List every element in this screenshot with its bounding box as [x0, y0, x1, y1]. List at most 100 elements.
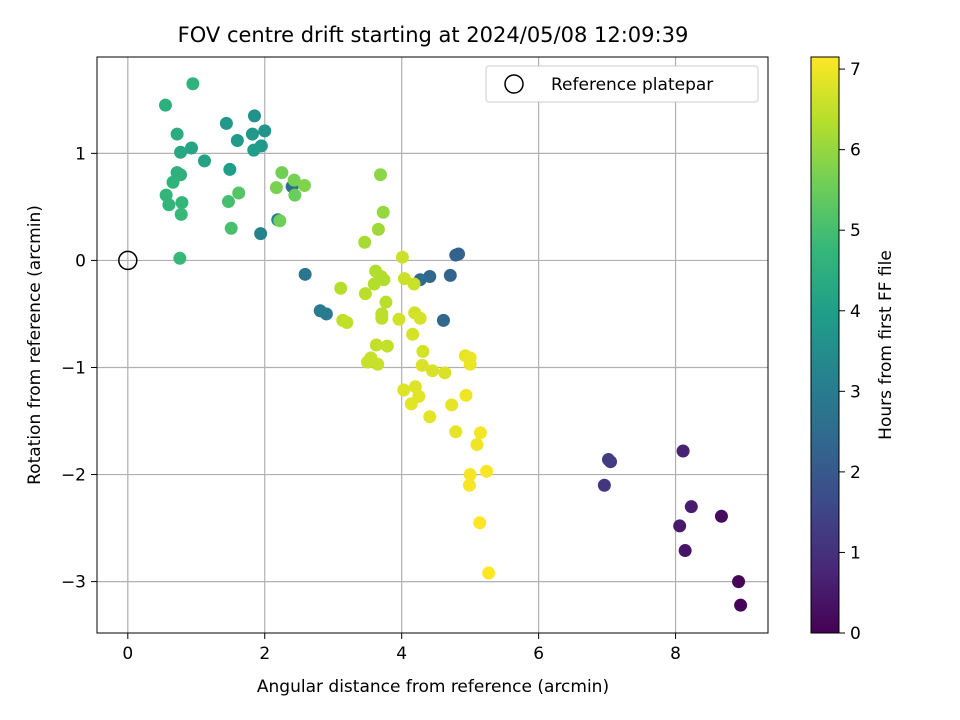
data-point [415, 358, 429, 372]
data-point [358, 235, 372, 249]
colorbar-tick-label: 2 [850, 463, 861, 483]
data-point [247, 109, 261, 123]
data-point [463, 351, 477, 365]
data-point [376, 205, 390, 219]
data-point [174, 145, 188, 159]
data-point [298, 267, 312, 281]
data-point [223, 162, 237, 176]
x-axis-label: Angular distance from reference (arcmin) [257, 677, 609, 697]
x-tick-label: 8 [670, 644, 681, 664]
data-point [371, 357, 385, 371]
data-point [462, 478, 476, 492]
colorbar-tick-label: 1 [850, 543, 861, 563]
data-point [463, 468, 477, 482]
y-axis-ticks: −3 −2 −1 0 1 [61, 144, 97, 593]
data-point [684, 500, 698, 514]
data-point [221, 195, 235, 209]
legend-label: Reference platepar [551, 75, 713, 95]
y-tick-label: −1 [61, 358, 86, 378]
data-point [459, 388, 473, 402]
grid [97, 57, 768, 633]
x-tick-label: 2 [259, 644, 270, 664]
data-point [288, 188, 302, 202]
data-point [676, 444, 690, 458]
data-point [358, 287, 372, 301]
x-axis-ticks: 0 2 4 6 8 [122, 633, 681, 664]
colorbar-tick-label: 0 [850, 624, 861, 644]
legend-marker [504, 74, 524, 94]
data-point [443, 268, 457, 282]
data-point [436, 313, 450, 327]
data-point [186, 77, 200, 91]
plot-frame [96, 56, 769, 634]
data-point [480, 464, 494, 478]
data-point [445, 398, 459, 412]
y-tick-label: −3 [61, 573, 86, 593]
y-axis-label: Rotation from reference (arcmin) [25, 205, 45, 485]
data-point [404, 397, 418, 411]
chart-title: FOV centre drift starting at 2024/05/08 … [178, 23, 689, 47]
x-tick-label: 0 [122, 644, 133, 664]
data-point [380, 339, 394, 353]
y-tick-label: 0 [75, 251, 86, 271]
data-point [275, 166, 289, 180]
colorbar-label: Hours from first FF file [876, 250, 896, 440]
data-point [173, 251, 187, 265]
colorbar-tick-label: 3 [850, 382, 861, 402]
data-point [423, 410, 437, 424]
data-point [247, 143, 261, 157]
data-point [269, 181, 283, 195]
data-point [224, 221, 238, 235]
data-point [175, 196, 189, 210]
data-point [426, 364, 439, 378]
data-point [297, 178, 311, 192]
data-point [449, 425, 463, 439]
data-point [254, 227, 268, 241]
data-point [371, 222, 385, 236]
data-point [360, 355, 374, 369]
x-tick-label: 4 [396, 644, 407, 664]
colorbar-ticks: 0 1 2 3 4 5 6 7 [839, 60, 861, 644]
data-point [313, 304, 327, 318]
data-point [273, 214, 287, 228]
data-point [232, 186, 246, 200]
data-point [340, 316, 354, 330]
data-point [732, 575, 746, 589]
colorbar [810, 56, 840, 634]
data-point [397, 272, 411, 286]
y-tick-label: −2 [61, 466, 86, 486]
scatter-points [158, 77, 748, 612]
data-point [166, 175, 180, 189]
data-point [334, 281, 348, 295]
data-point [734, 598, 748, 612]
data-point [473, 516, 487, 530]
data-point [367, 277, 381, 291]
data-point [369, 338, 383, 352]
data-point [597, 478, 611, 492]
data-point [158, 98, 172, 112]
data-point [413, 311, 427, 325]
data-point [375, 311, 389, 325]
data-point [219, 116, 233, 130]
data-point [714, 509, 728, 523]
data-point [406, 327, 420, 341]
legend-box [485, 65, 759, 103]
data-point [287, 173, 301, 187]
colorbar-tick-label: 5 [850, 221, 861, 241]
data-point [162, 198, 176, 212]
data-point [449, 248, 463, 262]
data-point [397, 383, 411, 397]
data-point [678, 544, 692, 558]
data-point [230, 134, 244, 148]
colorbar-tick-label: 6 [850, 141, 861, 161]
y-tick-label: 1 [75, 144, 86, 164]
data-point [416, 344, 430, 358]
colorbar-tick-label: 4 [850, 302, 861, 322]
data-point [395, 250, 409, 264]
data-point [407, 277, 421, 291]
colorbar-tick-label: 7 [850, 60, 861, 80]
data-point [184, 141, 198, 155]
data-point [373, 168, 387, 182]
data-point [197, 154, 211, 168]
